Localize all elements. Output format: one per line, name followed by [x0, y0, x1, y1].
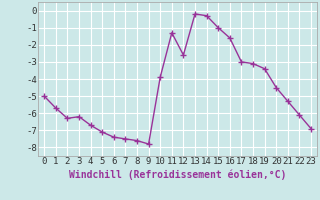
X-axis label: Windchill (Refroidissement éolien,°C): Windchill (Refroidissement éolien,°C) [69, 169, 286, 180]
